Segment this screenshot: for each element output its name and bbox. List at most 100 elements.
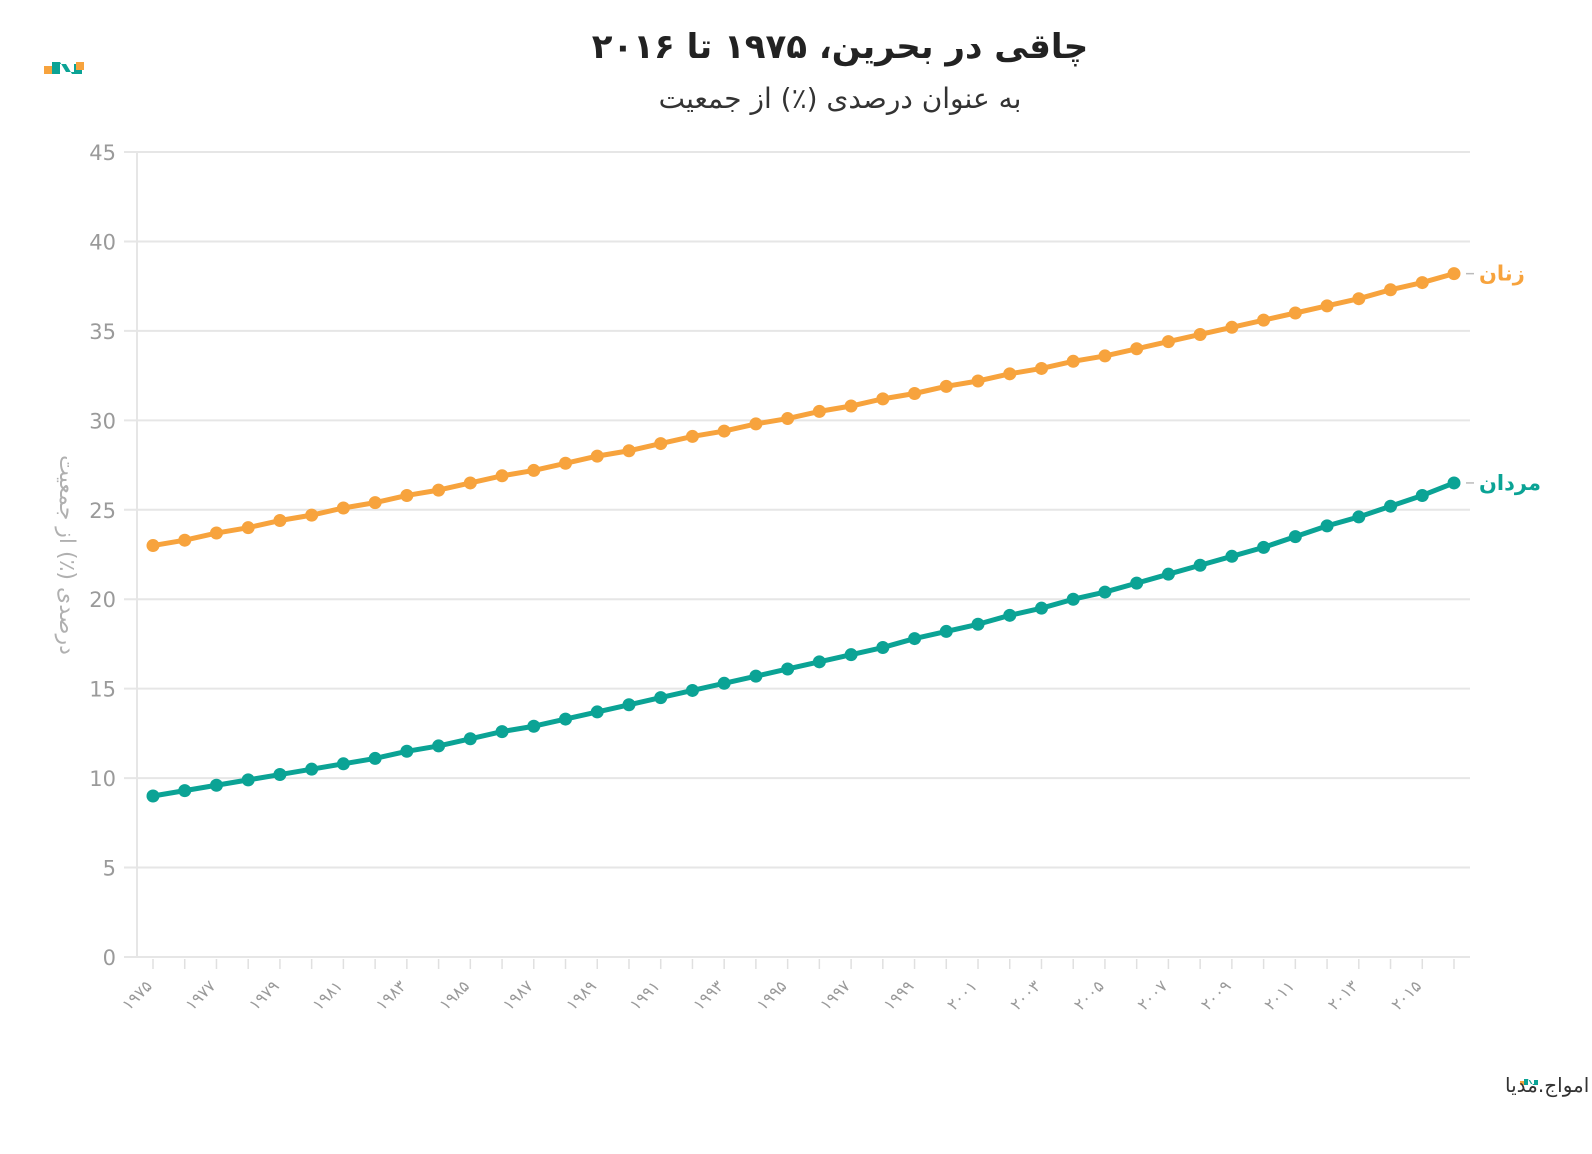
data-point[interactable] — [1130, 576, 1144, 590]
data-point[interactable] — [717, 676, 731, 690]
data-point[interactable] — [495, 725, 509, 739]
data-point[interactable] — [1384, 499, 1398, 513]
data-point[interactable] — [400, 488, 414, 502]
data-point[interactable] — [1066, 592, 1080, 606]
data-point[interactable] — [844, 399, 858, 413]
data-point[interactable] — [273, 514, 287, 528]
data-point[interactable] — [400, 744, 414, 758]
data-point[interactable] — [336, 757, 350, 771]
data-point[interactable] — [463, 476, 477, 490]
data-point[interactable] — [844, 648, 858, 662]
chart-subtitle: به عنوان درصدی (٪) از جمعیت — [659, 82, 1022, 115]
x-tick-label: ۲۰۱۳ — [1324, 976, 1362, 1014]
data-point[interactable] — [559, 712, 573, 726]
data-point[interactable] — [971, 374, 985, 388]
data-point[interactable] — [812, 404, 826, 418]
data-point[interactable] — [781, 412, 795, 426]
data-point[interactable] — [495, 469, 509, 483]
data-point[interactable] — [685, 683, 699, 697]
data-point[interactable] — [559, 456, 573, 470]
data-point[interactable] — [432, 483, 446, 497]
data-point[interactable] — [749, 669, 763, 683]
data-point[interactable] — [305, 508, 319, 522]
y-tick-label: 20 — [89, 588, 116, 612]
data-point[interactable] — [368, 496, 382, 510]
data-point[interactable] — [1447, 476, 1461, 490]
data-point[interactable] — [146, 789, 160, 803]
data-point[interactable] — [1066, 354, 1080, 368]
data-point[interactable] — [908, 387, 922, 400]
data-point[interactable] — [590, 705, 604, 719]
data-point[interactable] — [876, 392, 890, 406]
x-tick-label: ۲۰۰۱ — [943, 976, 981, 1014]
data-point[interactable] — [939, 624, 953, 638]
data-point[interactable] — [1415, 488, 1429, 502]
data-point[interactable] — [685, 429, 699, 443]
data-point[interactable] — [1384, 283, 1398, 297]
data-point[interactable] — [1257, 540, 1271, 554]
data-point[interactable] — [336, 501, 350, 515]
data-point[interactable] — [178, 533, 192, 547]
data-point[interactable] — [1034, 601, 1048, 615]
data-point[interactable] — [1161, 335, 1175, 349]
data-point[interactable] — [622, 444, 636, 458]
data-point[interactable] — [273, 768, 287, 782]
data-point[interactable] — [717, 424, 731, 438]
data-point[interactable] — [527, 719, 541, 733]
data-point[interactable] — [1034, 361, 1048, 375]
x-tick-label: ۱۹۸۱ — [308, 976, 346, 1014]
data-point[interactable] — [463, 732, 477, 746]
data-point[interactable] — [368, 751, 382, 765]
data-point[interactable] — [1098, 349, 1112, 363]
data-point[interactable] — [209, 778, 223, 792]
brand-logo-icon — [44, 62, 84, 74]
data-point[interactable] — [749, 417, 763, 431]
data-point[interactable] — [1225, 549, 1239, 563]
chart-title: چاقی در بحرین، ۱۹۷۵ تا ۲۰۱۶ — [592, 27, 1088, 67]
data-point[interactable] — [1193, 558, 1207, 572]
data-point[interactable] — [654, 691, 668, 705]
data-point[interactable] — [1257, 313, 1271, 327]
x-tick-label: ۲۰۰۹ — [1197, 976, 1235, 1014]
data-point[interactable] — [241, 521, 255, 535]
data-point[interactable] — [1161, 567, 1175, 581]
data-point[interactable] — [146, 539, 160, 553]
data-point[interactable] — [305, 762, 319, 776]
data-point[interactable] — [1193, 327, 1207, 341]
data-point[interactable] — [1003, 608, 1017, 622]
data-point[interactable] — [178, 784, 192, 798]
data-point[interactable] — [209, 526, 223, 540]
data-point[interactable] — [654, 437, 668, 451]
data-point[interactable] — [1415, 276, 1429, 290]
data-point[interactable] — [971, 617, 985, 631]
data-point[interactable] — [1352, 510, 1366, 524]
data-point[interactable] — [527, 463, 541, 477]
axes: 0 5 10 15 20 25 30 35 40 45 ۱۹۷۵ ۱۹۷۷ ۱۹۷۹ ۱۹۸۱ ۱۹۸۳ ۱۹… — [89, 141, 1455, 1014]
y-tick-label: 15 — [89, 678, 116, 702]
data-point[interactable] — [1447, 267, 1461, 281]
y-tick-label: 40 — [89, 230, 116, 254]
data-point[interactable] — [908, 632, 922, 646]
data-point[interactable] — [432, 739, 446, 753]
data-point[interactable] — [1130, 342, 1144, 356]
data-point[interactable] — [1352, 292, 1366, 306]
data-point[interactable] — [622, 698, 636, 712]
data-point[interactable] — [812, 655, 826, 669]
footer-source: منبع: ان‌سی‌دی-ریسک • تولیدشده توسط اموا… — [1505, 1073, 1592, 1097]
data-point[interactable] — [1288, 530, 1302, 544]
data-point[interactable] — [1225, 320, 1239, 334]
data-point[interactable] — [939, 379, 953, 393]
y-tick-label: 0 — [103, 946, 116, 970]
data-point[interactable] — [1003, 367, 1017, 381]
data-point[interactable] — [876, 641, 890, 655]
x-tick-label: ۲۰۱۱ — [1260, 976, 1298, 1014]
data-point[interactable] — [781, 662, 795, 676]
data-point[interactable] — [1098, 585, 1112, 599]
data-point[interactable] — [1320, 299, 1334, 313]
x-tick-label: ۱۹۹۹ — [880, 976, 918, 1014]
x-tick-label: ۱۹۸۹ — [562, 976, 600, 1014]
data-point[interactable] — [1288, 306, 1302, 320]
data-point[interactable] — [1320, 519, 1334, 533]
data-point[interactable] — [241, 773, 255, 787]
data-point[interactable] — [590, 449, 604, 463]
